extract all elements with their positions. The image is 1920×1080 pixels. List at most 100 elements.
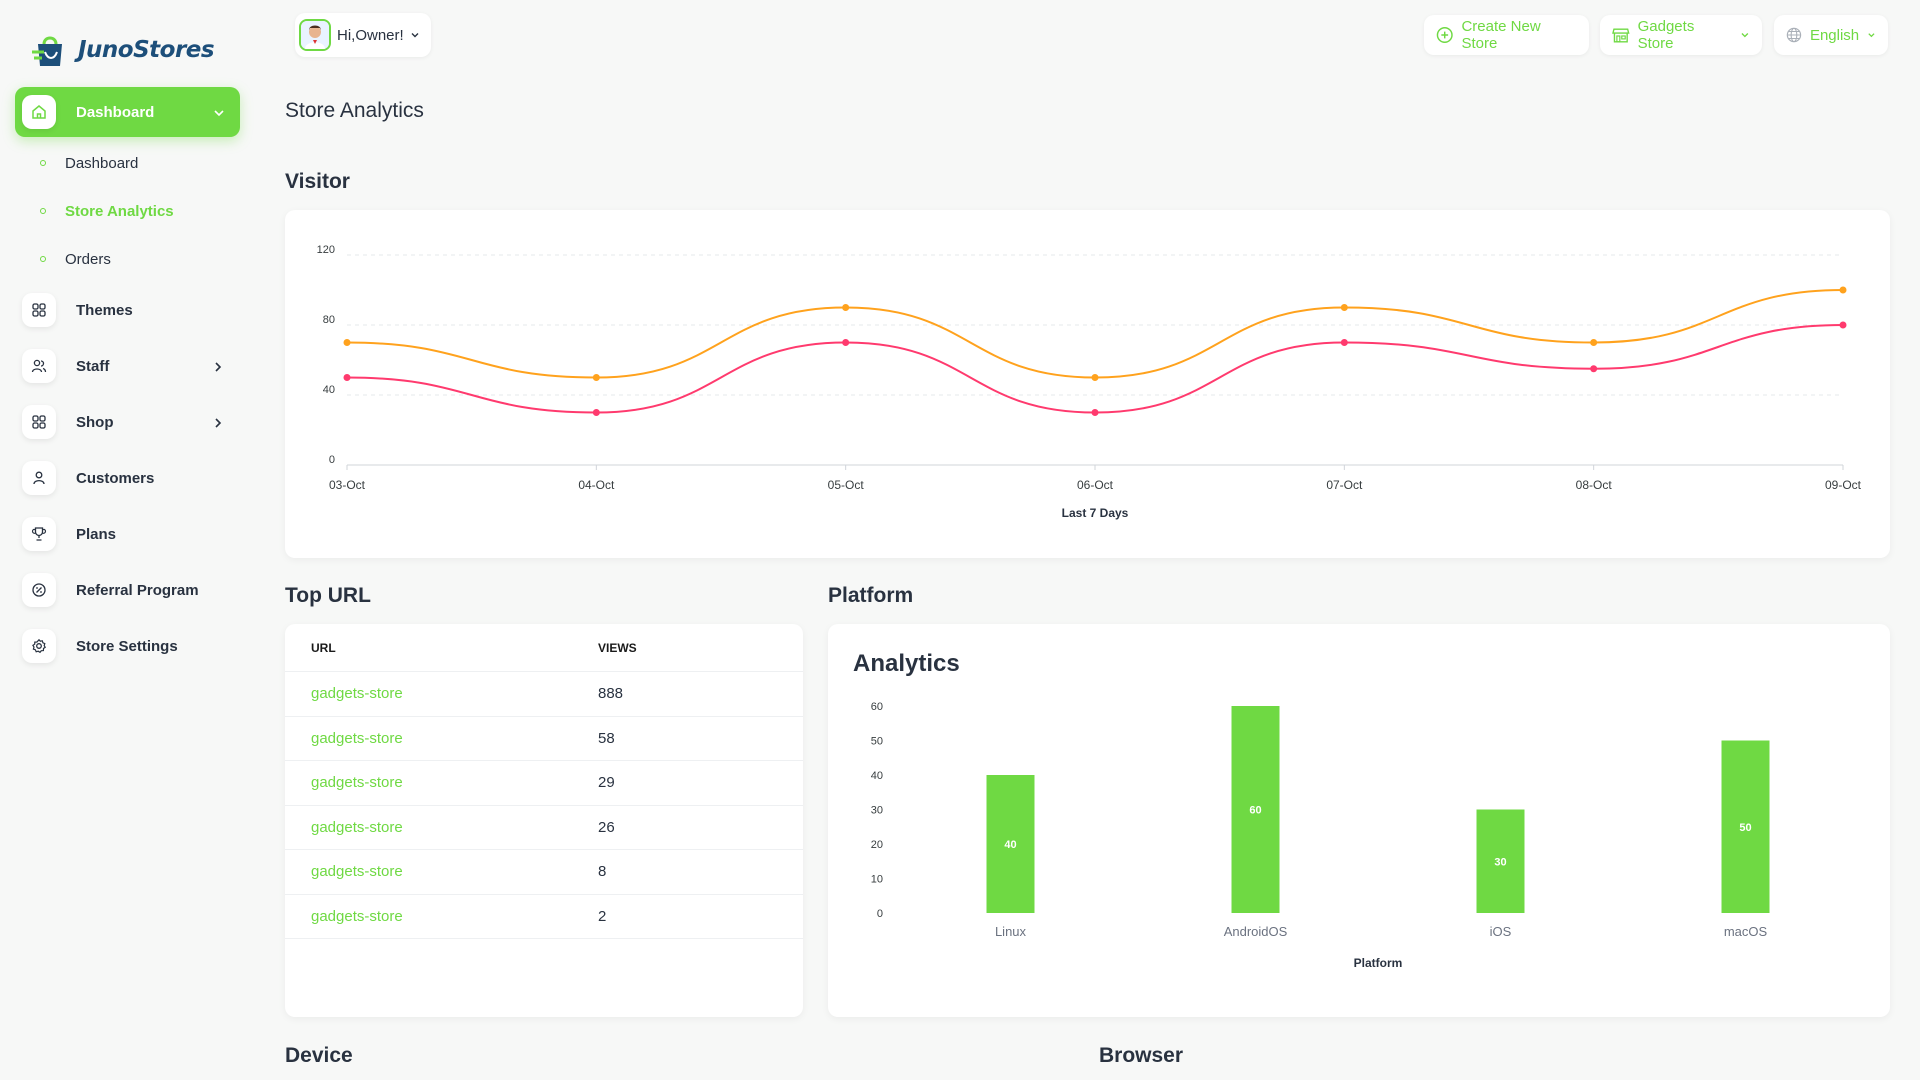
views-count: 888 xyxy=(598,685,624,703)
top-url-table: URL VIEWS gadgets-store 888 gadgets-stor… xyxy=(285,624,803,939)
x-tick-label: 07-Oct xyxy=(1326,478,1363,492)
views-count: 29 xyxy=(598,774,615,792)
data-point xyxy=(1340,304,1348,311)
visitor-line-chart: 0 40 80 120 03-Oct 04-Oct 05-Oct 06-Oct 07-Oct 08… xyxy=(317,244,1862,520)
bar xyxy=(1721,740,1770,913)
user-menu[interactable]: Hi,Owner! xyxy=(295,13,431,57)
data-point xyxy=(1839,321,1847,329)
y-tick-label: 50 xyxy=(871,736,883,748)
chevron-down-icon xyxy=(411,33,419,38)
x-tick-label: macOS xyxy=(1724,924,1768,939)
data-point xyxy=(343,339,351,346)
data-point xyxy=(592,409,600,416)
views-count: 8 xyxy=(598,863,607,881)
device-section-title: Device xyxy=(285,1044,353,1067)
table-row: gadgets-store 58 xyxy=(285,717,803,761)
y-tick-label: 120 xyxy=(317,244,335,256)
data-point xyxy=(1340,339,1348,346)
table-row: gadgets-store 29 xyxy=(285,761,803,806)
table-row: gadgets-store 2 xyxy=(285,895,803,939)
table-row: gadgets-store 888 xyxy=(285,672,803,717)
data-point xyxy=(842,339,850,346)
sidebar: JunoStores Dashboard Dashboard Store Ana… xyxy=(0,0,256,1080)
sidebar-item-referral-program[interactable]: Referral Program xyxy=(15,565,240,615)
visitor-section-title: Visitor xyxy=(285,170,350,193)
sidebar-subitem-label: Store Analytics xyxy=(65,202,174,220)
url-link[interactable]: gadgets-store xyxy=(311,774,403,792)
url-link[interactable]: gadgets-store xyxy=(311,685,403,703)
sidebar-item-themes[interactable]: Themes xyxy=(15,285,240,335)
sidebar-subitem-orders[interactable]: Orders xyxy=(40,247,111,271)
platform-bar-chart: Analytics 0 10 20 30 40 50 60 40 Linux 60 AndroidOS… xyxy=(853,650,1770,970)
globe-icon xyxy=(1786,27,1802,43)
brand-logo[interactable]: JunoStores xyxy=(30,28,215,72)
chevron-down-icon xyxy=(1741,33,1749,38)
platform-section-title: Platform xyxy=(828,584,914,607)
shopping-bag-logo-icon xyxy=(32,36,62,66)
sidebar-item-plans[interactable]: Plans xyxy=(15,509,240,559)
sidebar-item-label: Customers xyxy=(76,469,155,487)
store-selector[interactable]: Gadgets Store xyxy=(1600,15,1762,55)
chevron-down-icon xyxy=(214,110,224,117)
data-point xyxy=(343,374,351,381)
store-selector-label: Gadgets Store xyxy=(1637,18,1695,52)
sidebar-item-staff[interactable]: Staff xyxy=(15,341,240,391)
bullet-icon xyxy=(40,256,46,262)
sidebar-item-label: Dashboard xyxy=(76,103,155,121)
sidebar-item-label: Referral Program xyxy=(76,581,199,599)
grid-icon xyxy=(22,405,56,439)
views-count: 2 xyxy=(598,907,607,925)
sidebar-item-dashboard[interactable]: Dashboard xyxy=(15,87,240,137)
data-point xyxy=(1590,339,1598,346)
sidebar-subitem-label: Dashboard xyxy=(65,154,139,172)
series-line-1 xyxy=(346,324,1844,414)
x-tick-label: 09-Oct xyxy=(1825,478,1862,492)
sidebar-subitem-dashboard[interactable]: Dashboard xyxy=(40,151,138,175)
table-row: gadgets-store 8 xyxy=(285,850,803,895)
platform-chart-card: Analytics 0 10 20 30 40 50 60 40 Linux 60 AndroidOS… xyxy=(828,624,1890,1017)
create-new-store-button[interactable]: Create New Store xyxy=(1424,15,1589,55)
column-header-url: URL xyxy=(311,640,336,655)
data-point xyxy=(1091,374,1099,381)
bar xyxy=(1231,706,1280,913)
bar xyxy=(986,775,1035,913)
sidebar-item-label: Shop xyxy=(76,413,114,431)
language-label: English xyxy=(1809,26,1860,44)
bar-value-label: 30 xyxy=(1494,856,1506,868)
x-tick-label: Linux xyxy=(995,924,1027,939)
x-tick-label: 04-Oct xyxy=(578,478,615,492)
url-link[interactable]: gadgets-store xyxy=(311,818,403,836)
language-selector[interactable]: English xyxy=(1774,15,1888,55)
brand-name: JunoStores xyxy=(78,37,215,63)
y-tick-label: 80 xyxy=(323,314,335,326)
gear-icon xyxy=(22,629,56,663)
y-tick-label: 0 xyxy=(329,454,335,466)
bar-value-label: 50 xyxy=(1739,822,1751,834)
page-title: Store Analytics xyxy=(285,99,424,122)
sidebar-item-label: Plans xyxy=(76,525,117,543)
bar-value-label: 40 xyxy=(1004,839,1016,851)
sidebar-item-shop[interactable]: Shop xyxy=(15,397,240,447)
column-header-views: VIEWS xyxy=(598,640,637,655)
trophy-icon xyxy=(22,517,56,551)
data-point xyxy=(1590,365,1598,373)
bullet-icon xyxy=(40,160,46,166)
chevron-right-icon xyxy=(215,418,222,428)
y-tick-label: 0 xyxy=(877,908,883,920)
y-tick-label: 10 xyxy=(871,874,883,886)
sidebar-item-label: Store Settings xyxy=(76,637,178,655)
data-point xyxy=(842,304,850,311)
sidebar-subitem-store-analytics[interactable]: Store Analytics xyxy=(40,199,174,223)
url-link[interactable]: gadgets-store xyxy=(311,863,403,881)
bar xyxy=(1476,809,1525,913)
sidebar-item-store-settings[interactable]: Store Settings xyxy=(15,621,240,671)
plus-circle-icon xyxy=(1436,27,1453,43)
url-link[interactable]: gadgets-store xyxy=(311,907,403,925)
url-link[interactable]: gadgets-store xyxy=(311,729,403,747)
views-count: 26 xyxy=(598,818,615,836)
visitor-chart-card: 0 40 80 120 03-Oct 04-Oct 05-Oct 06-Oct 07-Oct 08… xyxy=(285,210,1890,558)
home-icon xyxy=(22,95,56,129)
y-tick-label: 40 xyxy=(323,384,335,396)
sidebar-item-label: Staff xyxy=(76,357,110,375)
sidebar-item-customers[interactable]: Customers xyxy=(15,453,240,503)
